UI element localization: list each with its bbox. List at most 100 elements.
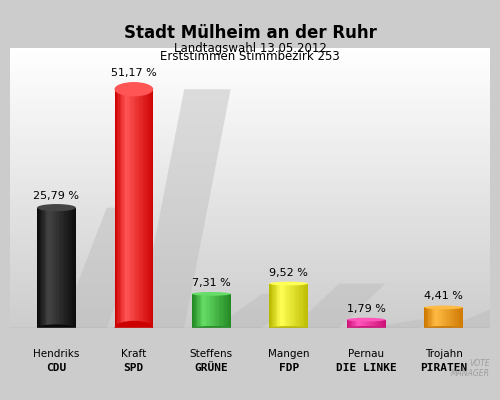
Bar: [121, 89, 122, 328]
Bar: [448, 308, 449, 328]
Bar: [380, 320, 382, 328]
Bar: [10, 294, 490, 297]
Bar: [138, 89, 139, 328]
Bar: [370, 320, 372, 328]
Bar: [10, 126, 490, 129]
Bar: [10, 90, 490, 93]
Bar: [40, 208, 41, 328]
Bar: [10, 110, 490, 112]
Bar: [10, 118, 490, 121]
Bar: [10, 308, 490, 311]
Bar: [10, 59, 490, 62]
Bar: [72, 208, 74, 328]
Bar: [10, 280, 490, 283]
Bar: [10, 236, 490, 238]
Bar: [383, 320, 384, 328]
Polygon shape: [370, 320, 463, 328]
Bar: [68, 208, 70, 328]
Ellipse shape: [37, 324, 76, 332]
Bar: [194, 294, 196, 328]
Text: Trojahn: Trojahn: [424, 349, 463, 359]
Ellipse shape: [192, 326, 230, 330]
Bar: [10, 222, 490, 224]
Bar: [215, 294, 216, 328]
Bar: [362, 320, 364, 328]
Bar: [450, 308, 452, 328]
Bar: [10, 191, 490, 194]
Bar: [432, 308, 434, 328]
Text: 25,79 %: 25,79 %: [34, 192, 80, 202]
Bar: [442, 308, 444, 328]
Bar: [216, 294, 218, 328]
Bar: [440, 308, 441, 328]
Bar: [10, 278, 490, 280]
Bar: [117, 89, 118, 328]
Bar: [356, 320, 358, 328]
Text: CDU: CDU: [46, 363, 66, 373]
Bar: [10, 132, 490, 135]
Bar: [448, 308, 450, 328]
Bar: [426, 308, 427, 328]
Bar: [378, 320, 379, 328]
Bar: [10, 154, 490, 157]
Bar: [70, 208, 72, 328]
Text: 4,41 %: 4,41 %: [424, 291, 463, 301]
Bar: [56, 208, 58, 328]
Text: FDP: FDP: [278, 363, 299, 373]
Bar: [41, 208, 42, 328]
Bar: [143, 89, 144, 328]
Bar: [228, 294, 230, 328]
Bar: [277, 284, 278, 328]
Bar: [454, 308, 456, 328]
Bar: [132, 89, 134, 328]
Bar: [10, 149, 490, 152]
Bar: [150, 89, 151, 328]
Bar: [427, 308, 428, 328]
Bar: [10, 68, 490, 70]
Bar: [348, 320, 350, 328]
Bar: [10, 314, 490, 317]
Bar: [10, 283, 490, 286]
Text: 51,17 %: 51,17 %: [111, 68, 156, 78]
Bar: [10, 194, 490, 196]
Bar: [200, 294, 201, 328]
Bar: [10, 115, 490, 118]
Bar: [144, 89, 146, 328]
Polygon shape: [138, 89, 230, 328]
Bar: [55, 208, 56, 328]
Bar: [272, 284, 274, 328]
Bar: [146, 89, 147, 328]
Bar: [456, 308, 458, 328]
Text: Steffens: Steffens: [190, 349, 233, 359]
Bar: [459, 308, 460, 328]
Bar: [152, 89, 154, 328]
Bar: [10, 205, 490, 208]
Bar: [122, 89, 124, 328]
Bar: [210, 294, 212, 328]
Bar: [10, 157, 490, 160]
Bar: [128, 89, 130, 328]
Bar: [224, 294, 226, 328]
Bar: [286, 284, 288, 328]
Bar: [205, 294, 206, 328]
Bar: [10, 51, 490, 54]
Bar: [70, 208, 71, 328]
Bar: [10, 104, 490, 107]
Bar: [10, 258, 490, 261]
Text: DIE LINKE: DIE LINKE: [336, 363, 396, 373]
Bar: [10, 227, 490, 230]
Bar: [274, 284, 276, 328]
Bar: [10, 168, 490, 171]
Bar: [368, 320, 369, 328]
Bar: [10, 82, 490, 84]
Ellipse shape: [270, 326, 308, 330]
Bar: [10, 303, 490, 306]
Bar: [10, 121, 490, 124]
Bar: [212, 294, 214, 328]
Bar: [126, 89, 128, 328]
Bar: [360, 320, 361, 328]
Text: Stadt Mülheim an der Ruhr: Stadt Mülheim an der Ruhr: [124, 24, 376, 42]
Bar: [48, 208, 50, 328]
Bar: [10, 199, 490, 202]
Bar: [361, 320, 362, 328]
